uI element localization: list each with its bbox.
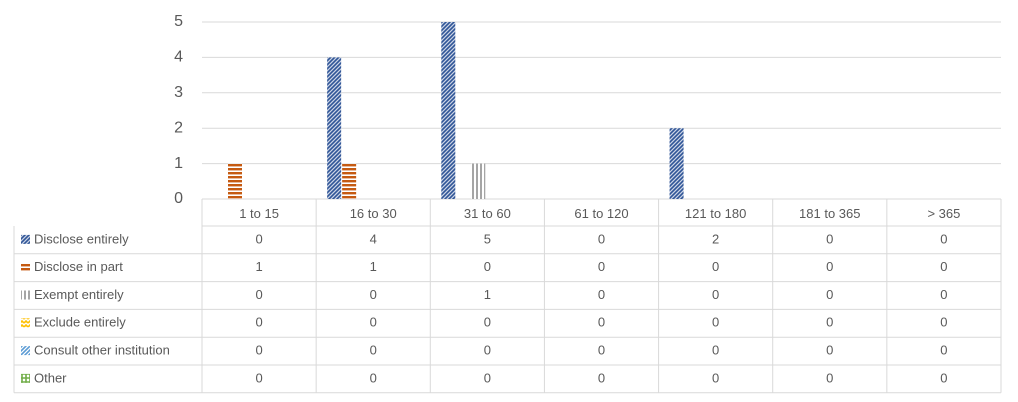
legend-label: Disclose entirely <box>34 231 129 246</box>
y-tick-label: 4 <box>174 49 183 66</box>
bar <box>327 57 342 200</box>
x-tick-label: 16 to 30 <box>350 206 397 221</box>
bar <box>471 163 486 199</box>
bar <box>342 163 357 199</box>
table-value: 0 <box>370 370 377 385</box>
table-value: 0 <box>940 259 947 274</box>
legend-key <box>21 262 30 272</box>
table-value: 4 <box>370 231 377 246</box>
table-value: 0 <box>940 315 947 330</box>
table-value: 5 <box>484 231 491 246</box>
table-value: 0 <box>255 315 262 330</box>
table-value: 0 <box>255 287 262 302</box>
bar <box>669 128 684 199</box>
legend-label: Disclose in part <box>34 259 123 274</box>
y-tick-label: 0 <box>174 190 183 207</box>
bar <box>228 163 242 199</box>
y-tick-label: 1 <box>174 155 183 172</box>
x-tick-label: 31 to 60 <box>464 206 511 221</box>
table-value: 0 <box>370 315 377 330</box>
legend-label: Exempt entirely <box>34 287 124 302</box>
legend-key <box>21 346 30 356</box>
table-value: 2 <box>712 231 719 246</box>
table-value: 0 <box>940 370 947 385</box>
table-value: 0 <box>826 370 833 385</box>
table-value: 0 <box>255 370 262 385</box>
table-value: 0 <box>598 343 605 358</box>
table-value: 0 <box>826 231 833 246</box>
y-tick-label: 5 <box>174 13 183 30</box>
table-value: 0 <box>598 287 605 302</box>
x-tick-label: 121 to 180 <box>685 206 746 221</box>
y-tick-label: 3 <box>174 84 183 101</box>
legend-label: Exclude entirely <box>34 315 126 330</box>
table-value: 0 <box>598 370 605 385</box>
table-value: 0 <box>826 343 833 358</box>
y-tick-label: 2 <box>174 119 183 136</box>
table-value: 0 <box>712 343 719 358</box>
x-tick-label: 61 to 120 <box>574 206 628 221</box>
table-value: 1 <box>255 259 262 274</box>
x-tick-label: 1 to 15 <box>239 206 279 221</box>
table-value: 0 <box>712 259 719 274</box>
table-value: 0 <box>826 287 833 302</box>
table-value: 0 <box>255 343 262 358</box>
table-value: 0 <box>826 259 833 274</box>
table-value: 1 <box>484 287 491 302</box>
table-value: 0 <box>598 315 605 330</box>
table-value: 0 <box>712 315 719 330</box>
legend-key <box>21 318 30 328</box>
table-value: 0 <box>484 370 491 385</box>
legend-key <box>21 234 30 244</box>
table-value: 0 <box>255 231 262 246</box>
table-value: 0 <box>484 315 491 330</box>
table-value: 0 <box>712 287 719 302</box>
table-value: 0 <box>940 231 947 246</box>
table-value: 0 <box>598 259 605 274</box>
bar <box>441 22 456 199</box>
table-value: 0 <box>712 370 719 385</box>
table-value: 0 <box>484 259 491 274</box>
legend-key <box>21 290 30 300</box>
table-value: 0 <box>484 343 491 358</box>
table-value: 0 <box>370 287 377 302</box>
legend-label: Other <box>34 370 67 385</box>
table-value: 1 <box>370 259 377 274</box>
table-value: 0 <box>940 343 947 358</box>
table-value: 0 <box>598 231 605 246</box>
table-value: 0 <box>826 315 833 330</box>
table-value: 0 <box>940 287 947 302</box>
legend-key <box>21 373 30 383</box>
table-value: 0 <box>370 343 377 358</box>
x-tick-label: > 365 <box>927 206 960 221</box>
x-tick-label: 181 to 365 <box>799 206 860 221</box>
legend-label: Consult other institution <box>34 343 170 358</box>
